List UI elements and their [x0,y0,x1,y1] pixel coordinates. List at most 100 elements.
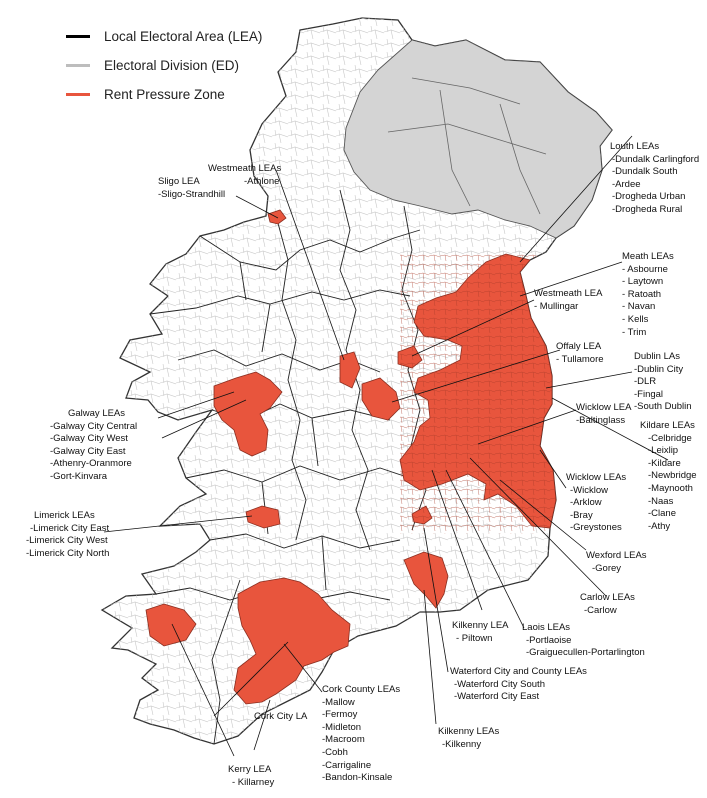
callout-item: -Wicklow [570,484,608,496]
callout-title: Westmeath LEAs [208,163,282,174]
callout-item: -Sligo-Strandhill [158,188,226,200]
callout-item: -Clane [648,508,676,520]
callout-item: -Drogheda Urban [612,191,686,203]
callout-cork-city: Cork City LA [254,711,307,724]
rpz-sligo [267,209,287,225]
callout-kildare: Kildare LEAs -Celbridge -Leixlip -Kildar… [640,420,697,533]
callout-galway: Galway LEAs -Galway City Central -Galway… [50,408,137,484]
callout-title: Louth LEAs [610,141,660,152]
callout-title: Waterford City and County LEAs [450,666,587,677]
callout-item: -Portlaoise [526,634,572,646]
callout-title: Wicklow LEA [576,402,632,413]
callout-title: Sligo LEA [158,176,200,187]
callout-item: -Fermoy [322,709,358,721]
callout-item: - Ratoath [622,288,662,300]
callout-title: Wexford LEAs [586,550,647,561]
callout-kilkenny: Kilkenny LEAs -Kilkenny [438,726,499,751]
callout-item: -Kilkenny [442,738,482,750]
rpz-cork [233,577,351,705]
callout-dublin: Dublin LAs -Dublin City -DLR -Fingal -So… [634,351,692,414]
callout-item: -Naas [648,495,674,507]
callout-title: Dublin LAs [634,351,680,362]
callout-item: -Limerick City East [30,522,110,534]
callout-item: -South Dublin [634,401,692,413]
rpz-athlone [339,351,361,389]
callout-item: -Limerick City West [26,535,108,547]
callout-title: Limerick LEAs [34,510,95,521]
rpz-limerick [245,505,281,529]
callout-item: -Dundalk South [612,166,678,178]
callout-wicklow-baltinglass: Wicklow LEA -Baltinglass [576,402,631,427]
callout-title: Galway LEAs [68,408,126,419]
callout-carlow: Carlow LEAs -Carlow [580,592,635,617]
callout-item: -Macroom [322,734,365,746]
callout-offaly: Offaly LEA - Tullamore [556,341,604,366]
callout-title: Kildare LEAs [640,420,695,431]
callout-kilkenny-piltown: Kilkenny LEA - Piltown [452,620,509,645]
callout-title: Offaly LEA [556,341,602,352]
callout-title: Meath LEAs [622,251,674,262]
callout-item: -Bray [570,509,593,521]
callout-item: -Carlow [584,604,617,616]
callout-item: - Killarney [232,776,275,788]
callout-item: -Waterford City East [454,691,540,703]
callout-item: -Ardee [612,178,641,190]
callout-wexford: Wexford LEAs -Gorey [586,550,647,575]
callout-title: Kilkenny LEA [452,620,509,631]
callout-item: -Maynooth [648,482,693,494]
callout-item: -Galway City Central [50,420,138,432]
legend-swatch-rpz [66,93,90,96]
callout-item: -Fingal [634,388,664,400]
callout-item: -Baltinglass [576,414,626,426]
legend-item-ed: Electoral Division (ED) [66,51,262,80]
callout-louth: Louth LEAs -Dundalk Carlingford -Dundalk… [610,141,699,217]
callout-title: Westmeath LEA [534,288,603,299]
legend-label: Rent Pressure Zone [104,87,225,102]
callout-title: Kerry LEA [228,764,272,775]
callout-item: -Arklow [570,497,602,509]
callout-item: -Bandon-Kinsale [322,772,393,784]
callout-item: -Athenry-Oranmore [50,458,132,470]
callout-title: Carlow LEAs [580,592,635,603]
callout-item: -Galway City West [50,433,128,445]
callout-item: -Athlone [244,175,280,187]
callout-item: - Tullamore [556,353,604,365]
callout-item: -Limerick City North [26,547,110,559]
callout-title: Kilkenny LEAs [438,726,500,737]
callout-item: -Midleton [322,721,362,733]
callout-item: -Leixlip [648,445,679,457]
callout-item: -Gort-Kinvara [50,470,108,482]
callout-item: -Waterford City South [454,678,545,690]
callout-item: -DLR [634,376,657,388]
callout-westmeath-athlone: Westmeath LEAs -Athlone [208,163,281,188]
rpz-tullamore [361,377,401,421]
callout-item: -Newbridge [648,470,697,482]
callout-cork-county: Cork County LEAs -Mallow -Fermoy -Midlet… [322,684,400,785]
legend-item-lea: Local Electoral Area (LEA) [66,22,262,51]
callout-item: -Drogheda Rural [612,203,683,215]
callout-item: -Graiguecullen-Portarlington [526,647,645,659]
legend: Local Electoral Area (LEA) Electoral Div… [66,22,262,109]
callout-item: - Trim [622,326,647,338]
callout-item: - Mullingar [534,300,579,312]
callout-item: -Galway City East [50,445,126,457]
callout-meath: Meath LEAs - Asbourne - Laytown - Ratoat… [622,251,674,339]
callout-item: -Gorey [592,562,622,574]
callout-item: -Carrigaline [322,759,372,771]
callout-wicklow: Wicklow LEAs -Wicklow -Arklow -Bray -Gre… [566,472,626,535]
callout-title: Cork City LA [254,711,308,722]
legend-swatch-lea [66,35,90,38]
legend-label: Local Electoral Area (LEA) [104,29,263,44]
callout-item: -Athy [648,520,671,532]
legend-item-rpz: Rent Pressure Zone [66,80,262,109]
callout-kerry: Kerry LEA - Killarney [228,764,274,789]
callout-item: - Asbourne [622,263,668,275]
callout-sligo: Sligo LEA -Sligo-Strandhill [158,176,225,201]
legend-swatch-ed [66,64,90,67]
callout-item: -Kildare [648,457,681,469]
callout-westmeath-mullingar: Westmeath LEA - Mullingar [534,288,602,313]
callout-title: Laois LEAs [522,622,571,633]
callout-item: -Cobh [322,746,348,758]
callout-item: - Navan [622,301,656,313]
callout-waterford: Waterford City and County LEAs -Waterfor… [450,666,587,704]
